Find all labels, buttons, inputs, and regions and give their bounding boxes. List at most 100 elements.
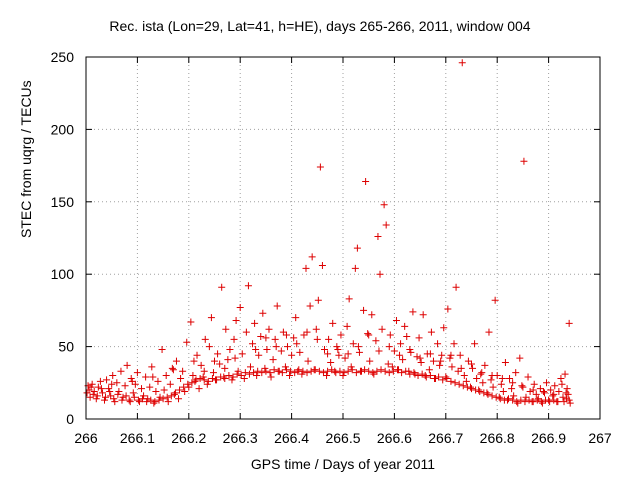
data-point [480,389,488,397]
data-point [299,367,307,375]
data-point [385,369,393,377]
data-point [187,318,195,326]
data-point [489,383,497,391]
data-point [376,270,384,278]
y-tick-label: 200 [51,121,75,137]
data-point [129,389,137,397]
data-point [175,395,183,403]
data-point [349,340,357,348]
data-point [336,367,344,375]
data-point [416,354,424,362]
data-point [259,309,267,317]
data-point [252,345,260,353]
data-point [547,386,555,394]
data-point [209,369,217,377]
data-point [415,334,423,342]
data-point [151,398,159,406]
data-point [565,319,573,327]
data-point [278,369,286,377]
data-point [473,374,481,382]
data-point [481,361,489,369]
data-point [224,356,232,364]
data-point [505,395,513,403]
data-point [339,372,347,380]
data-point [207,314,215,322]
data-point [265,325,273,333]
data-point [444,305,452,313]
data-point [229,373,237,381]
data-point [253,372,261,380]
data-point [407,348,415,356]
data-point [422,373,430,381]
x-tick-label: 267 [588,430,612,446]
data-point [303,369,311,377]
data-point [323,372,331,380]
data-point [262,334,270,342]
data-point [110,395,118,403]
data-point [199,373,207,381]
data-point [158,345,166,353]
data-point [179,367,187,375]
data-point [436,361,444,369]
y-tick-label: 0 [66,411,74,427]
data-point [546,398,554,406]
data-point [300,331,308,339]
data-point [447,351,455,359]
data-point [258,369,266,377]
data-point [434,340,442,348]
x-tick-label: 266.1 [120,430,155,446]
data-point [266,369,274,377]
data-point [536,385,544,393]
data-point [96,377,104,385]
data-point [168,364,176,372]
data-point [450,340,458,348]
data-point [184,380,192,388]
data-point [177,374,185,382]
data-points [83,59,574,407]
data-point [478,369,486,377]
data-point [447,377,455,385]
data-point [534,395,542,403]
data-point [514,399,522,407]
data-point [425,366,433,374]
data-point [414,372,422,380]
data-point [344,367,352,375]
data-point [245,370,253,378]
data-point [98,389,106,397]
data-point [315,367,323,375]
data-point [170,390,178,398]
data-point [440,324,448,332]
data-point [443,374,451,382]
data-point [200,367,208,375]
data-point [150,399,158,407]
data-point [148,363,156,371]
data-point [345,295,353,303]
y-tick-label: 100 [51,266,75,282]
data-point [529,386,537,394]
data-point [313,335,321,343]
data-point [286,372,294,380]
x-tick-label: 266 [74,430,98,446]
data-point [271,335,279,343]
data-point [325,335,333,343]
data-point [154,377,162,385]
data-point [516,354,524,362]
data-point [269,356,277,364]
data-point [296,348,304,356]
data-point [392,317,400,325]
data-point [351,264,359,272]
data-point [222,325,230,333]
data-point [318,262,326,270]
x-tick-label: 266.8 [480,430,515,446]
data-point [166,380,174,388]
data-point [216,360,224,368]
data-point [374,233,382,241]
data-point [162,372,170,380]
axis-ticks: 0 50 100 150 200 250 266 266.1 266.2 266.3 266.4 26… [51,49,612,446]
data-point [448,363,456,371]
data-point [348,366,356,374]
data-point [324,367,332,375]
data-point [242,328,250,336]
data-point [334,345,342,353]
